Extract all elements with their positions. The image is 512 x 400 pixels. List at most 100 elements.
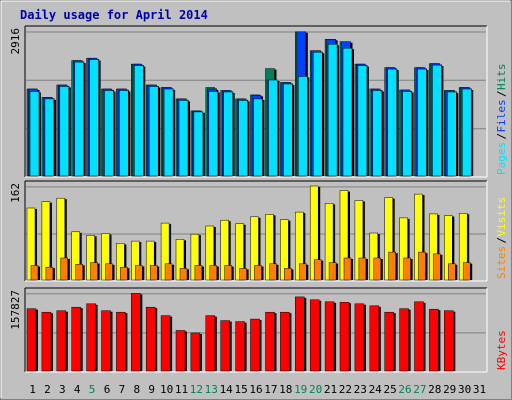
bar-kbytes-day-3: [56, 310, 67, 372]
chart-panels: 2916Pages/Files/Hits162Sites/Visits15782…: [9, 25, 508, 373]
bar-kbytes-day-21: [324, 301, 335, 372]
bar-sites-day-29: [448, 263, 456, 281]
bar-sites-day-9: [149, 265, 158, 281]
bar-kbytes-day-9: [145, 306, 156, 372]
y-max-label: 157827: [9, 290, 22, 330]
bar-sites-day-22: [343, 257, 352, 281]
x-tick-label: 2: [44, 383, 51, 396]
bar-kbytes-day-23: [354, 303, 365, 372]
bar-sites-day-4: [75, 264, 83, 281]
x-tick-label: 23: [354, 383, 367, 396]
bar-sites-day-12: [194, 265, 203, 281]
x-tick-label: 19: [294, 383, 307, 396]
legend: Sites /Visits: [495, 197, 508, 279]
bar-sites-day-25: [388, 251, 396, 281]
x-tick-label: 29: [443, 383, 456, 396]
bar-kbytes-day-8: [131, 293, 141, 372]
bar-kbytes-day-17: [265, 311, 275, 372]
legend-separator: /: [495, 237, 508, 244]
bar-kbytes-day-4: [71, 306, 81, 372]
bar-kbytes-day-22: [339, 302, 350, 372]
bar-pages-day-18: [283, 83, 293, 177]
bar-kbytes-day-25: [384, 311, 394, 372]
bar-sites-day-2: [45, 266, 54, 281]
bar-sites-day-14: [224, 265, 232, 281]
x-axis-labels: 1 2 3 4 5 6 7 8 9 10 11 12 13 14 15 16 17 18 19 20 21 22 23 24 2…: [29, 383, 486, 396]
bar-kbytes-day-13: [205, 315, 216, 372]
bar-sites-day-1: [30, 265, 39, 281]
legend-separator: /: [495, 133, 508, 140]
x-tick-label: 17: [264, 383, 277, 396]
bar-sites-day-24: [373, 257, 382, 281]
chart-title: Daily usage for April 2014: [20, 8, 208, 22]
bar-pages-day-21: [327, 43, 338, 177]
x-tick-label: 13: [205, 383, 218, 396]
bar-pages-day-14: [223, 91, 233, 177]
bar-kbytes-day-1: [26, 308, 37, 372]
x-tick-label: 12: [190, 383, 203, 396]
bar-kbytes-day-16: [250, 318, 260, 372]
bar-pages-day-13: [208, 91, 219, 177]
x-tick-label: 7: [119, 383, 126, 396]
bar-sites-day-19: [299, 263, 307, 281]
bar-sites-day-16: [254, 265, 262, 281]
bar-sites-day-7: [120, 266, 128, 281]
x-tick-label: 22: [339, 383, 352, 396]
x-tick-label: 5: [89, 383, 96, 396]
bar-pages-day-10: [163, 88, 174, 177]
legend-label-kbytes: KBytes: [495, 330, 508, 370]
bar-pages-day-15: [238, 100, 248, 177]
x-tick-label: 26: [398, 383, 411, 396]
x-tick-label: 18: [279, 383, 292, 396]
bar-pages-day-29: [447, 91, 457, 177]
bar-sites-day-28: [433, 253, 441, 281]
x-tick-label: 11: [175, 383, 188, 396]
bar-pages-day-22: [342, 47, 353, 177]
bar-kbytes-day-19: [295, 296, 305, 372]
bar-kbytes-day-28: [429, 308, 439, 372]
legend-label-files: Files: [495, 99, 508, 132]
legend-label-hits: Hits: [495, 64, 508, 91]
bar-kbytes-day-11: [175, 330, 186, 372]
bar-sites-day-23: [358, 257, 367, 281]
bar-kbytes-day-6: [101, 310, 111, 372]
bar-kbytes-day-24: [369, 305, 380, 372]
x-tick-label: 30: [458, 383, 471, 396]
legend-label-visits: Visits: [495, 197, 508, 237]
x-tick-label: 4: [74, 383, 81, 396]
x-tick-label: 15: [234, 383, 247, 396]
bar-kbytes-day-26: [399, 308, 409, 372]
bar-sites-day-3: [60, 257, 69, 281]
bar-pages-day-17: [268, 79, 278, 177]
panel-visits-sites: 162 Sites /Visits: [9, 180, 508, 282]
legend-label-pages: Pages: [495, 142, 508, 175]
x-tick-label: 28: [428, 383, 441, 396]
bar-sites-day-20: [313, 259, 322, 281]
bar-pages-day-28: [432, 64, 442, 177]
x-tick-label: 31: [473, 383, 486, 396]
panel-kbytes: 157827 KBytes: [9, 287, 508, 373]
y-max-label: 162: [9, 183, 22, 203]
bar-sites-day-11: [179, 268, 188, 281]
bar-kbytes-day-20: [309, 299, 320, 372]
bar-kbytes-day-18: [280, 311, 290, 372]
x-tick-label: 6: [104, 383, 111, 396]
bar-pages-day-9: [148, 86, 159, 177]
legend: Pages/Files/Hits: [495, 64, 508, 176]
bar-sites-day-21: [328, 262, 337, 281]
bar-pages-day-25: [387, 68, 397, 177]
x-tick-label: 16: [249, 383, 262, 396]
legend-separator: /: [495, 90, 508, 97]
bar-pages-day-16: [253, 98, 263, 177]
x-tick-label: 27: [413, 383, 426, 396]
bars: [26, 293, 456, 372]
bar-pages-day-30: [461, 88, 472, 177]
bar-pages-day-19: [298, 76, 308, 177]
bar-pages-day-11: [178, 100, 189, 177]
bar-pages-day-7: [119, 90, 129, 177]
bar-pages-day-23: [357, 65, 368, 177]
bar-kbytes-day-2: [41, 311, 52, 372]
bar-pages-day-27: [417, 68, 427, 177]
bar-pages-day-4: [74, 61, 84, 177]
